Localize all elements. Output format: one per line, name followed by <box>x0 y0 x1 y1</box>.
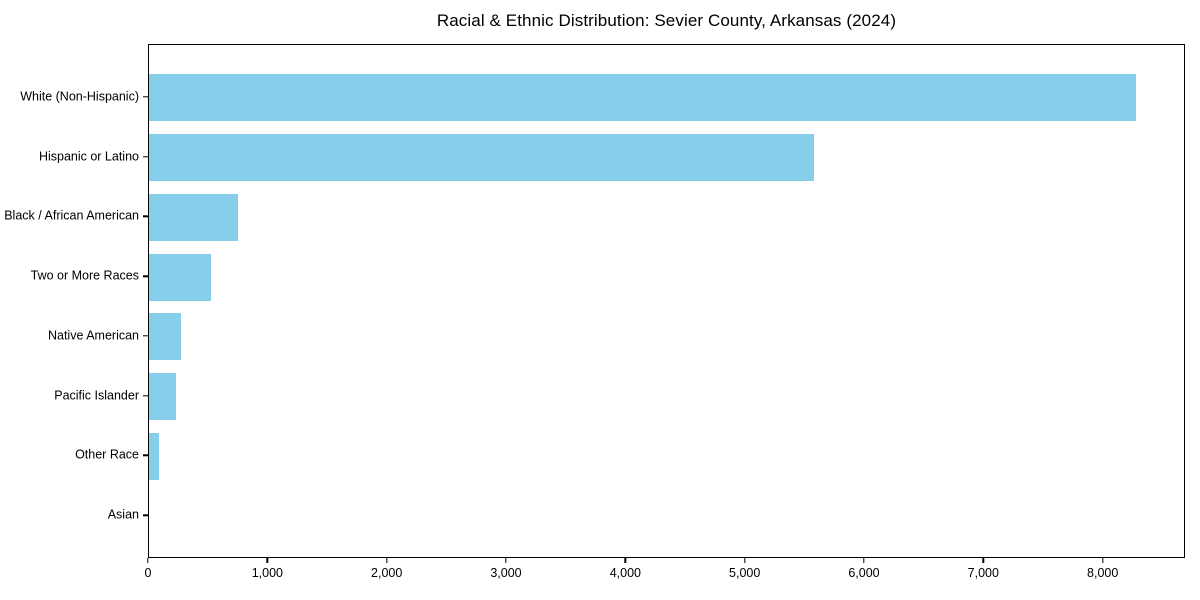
x-tick-label: 8,000 <box>1087 566 1119 580</box>
x-tick-mark <box>505 558 507 563</box>
category-label: Black / African American <box>4 208 139 223</box>
x-tick-mark <box>147 558 149 563</box>
category-label: Asian <box>107 507 139 522</box>
plot-area <box>148 44 1185 558</box>
category-label: Pacific Islander <box>54 388 139 403</box>
category-label: Hispanic or Latino <box>38 149 139 164</box>
x-tick-mark <box>863 558 865 563</box>
x-tick-label: 7,000 <box>967 566 999 580</box>
x-tick-label: 0 <box>144 566 152 580</box>
y-tick-mark <box>143 454 148 457</box>
y-tick-mark <box>143 514 148 516</box>
bar <box>149 74 1136 122</box>
x-tick-mark <box>982 558 985 563</box>
x-tick-label: 5,000 <box>729 566 761 580</box>
category-label: White (Non-Hispanic) <box>20 89 139 104</box>
bar <box>149 373 177 421</box>
category-label: Two or More Races <box>30 268 139 283</box>
x-tick-label: 6,000 <box>848 566 880 580</box>
x-tick-label: 1,000 <box>251 566 283 580</box>
y-tick-mark <box>143 275 148 277</box>
bar <box>149 193 239 241</box>
y-tick-mark <box>143 215 148 218</box>
bar <box>149 313 181 361</box>
category-label: Other Race <box>75 447 139 462</box>
y-tick-mark <box>143 335 148 337</box>
bar <box>149 432 160 480</box>
x-tick-mark <box>624 558 627 563</box>
x-tick-mark <box>1101 558 1104 563</box>
bar <box>149 134 814 182</box>
y-tick-mark <box>143 155 148 158</box>
chart-title: Racial & Ethnic Distribution: Sevier Cou… <box>436 11 897 30</box>
bar <box>149 253 212 301</box>
category-label: Native American <box>47 328 139 343</box>
x-tick-label: 2,000 <box>371 566 403 580</box>
y-tick-mark <box>143 96 148 98</box>
x-tick-label: 3,000 <box>490 566 522 580</box>
y-tick-mark <box>143 394 148 397</box>
x-tick-mark <box>266 558 269 563</box>
x-tick-label: 4,000 <box>609 566 641 580</box>
x-tick-mark <box>743 558 746 563</box>
x-tick-mark <box>385 558 388 563</box>
